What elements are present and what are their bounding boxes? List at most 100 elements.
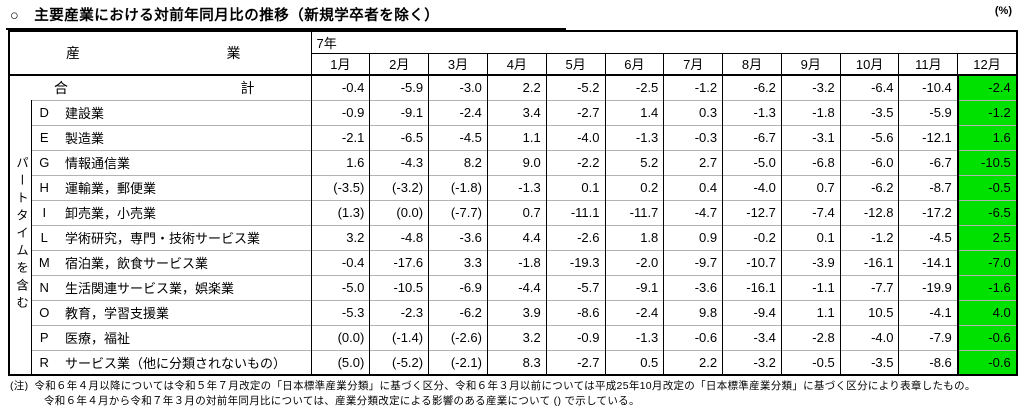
value-P-5月: -0.9 (545, 324, 605, 350)
value-N-2月: -10.5 (369, 274, 429, 300)
month-header-4月: 4月 (486, 53, 547, 75)
value-L-12月: 2.5 (956, 224, 1017, 250)
value-R-3月: (-2.1) (428, 349, 488, 375)
header-row-year: 産 業 7年 (9, 31, 1017, 61)
industry-code-G: G (30, 149, 57, 175)
value-N-3月: -6.9 (428, 274, 488, 300)
value-I-12月: -6.5 (956, 199, 1017, 225)
unit-label: (%) (994, 5, 1012, 17)
value-N-10月: -7.7 (839, 274, 899, 300)
value-M-7月: -9.7 (663, 249, 723, 275)
value-G-8月: -5.0 (722, 149, 782, 175)
value-L-3月: -3.6 (428, 224, 488, 250)
value-I-2月: (0.0) (369, 199, 429, 225)
industry-row-D: パートタイムを含む D 建設業 -0.9 -9.1 -2.4 3.4 -2.7 1.4 0.3 -1… (9, 99, 1017, 313)
value-N-1月: -5.0 (310, 274, 370, 300)
industry-name-I: 卸売業，小売業 (57, 199, 312, 225)
value-H-6月: 0.2 (604, 174, 664, 200)
value-D-10月: -3.5 (839, 99, 899, 125)
total-label-right: 計 (240, 79, 255, 96)
value-E-4月: 1.1 (486, 124, 547, 150)
value-H-4月: -1.3 (486, 174, 547, 200)
value-O-6月: -2.4 (604, 299, 664, 325)
value-G-1月: 1.6 (310, 149, 370, 175)
value-P-4月: 3.2 (486, 324, 547, 350)
title-underline: ○ 主要産業における対前年同月比の推移（新規学卒者を除く） (6, 2, 566, 30)
value-H-8月: -4.0 (722, 174, 782, 200)
header-row-months: 1月 2月 3月 4月 5月 6月 7月 8月 9月 10月 11月 12月 (9, 53, 1017, 75)
footnotes: (注) 令和６年４月以降については令和５年７月改定の「日本標準産業分類」に基づく区… (10, 379, 976, 409)
value-O-12月: 4.0 (956, 299, 1017, 325)
value-M-11月: -14.1 (898, 249, 958, 275)
value-O-8月: -9.4 (722, 299, 782, 325)
value-L-5月: -2.6 (545, 224, 605, 250)
value-R-7月: 2.2 (663, 349, 723, 375)
value-G-7月: 2.7 (663, 149, 723, 175)
value-D-6月: 1.4 (604, 99, 664, 125)
value-I-1月: (1.3) (310, 199, 370, 225)
value-D-12月: -1.2 (956, 99, 1017, 125)
value-L-9月: 0.1 (780, 224, 841, 250)
total-value-10月: -6.4 (839, 74, 899, 100)
industry-code-P: P (30, 324, 57, 350)
month-header-11月: 11月 (898, 53, 958, 75)
value-P-6月: -1.3 (604, 324, 664, 350)
value-P-9月: -2.8 (780, 324, 841, 350)
value-D-9月: -1.8 (780, 99, 841, 125)
total-value-11月: -10.4 (898, 74, 958, 100)
value-P-7月: -0.6 (663, 324, 723, 350)
industry-row-M: M 宿泊業，飲食サービス業 -0.4 -17.6 3.3 -1.8 -19.3 -2.0 -9.… (9, 249, 1017, 275)
month-header-1月: 1月 (310, 53, 370, 75)
value-R-8月: -3.2 (722, 349, 782, 375)
industry-code-N: N (30, 274, 57, 300)
total-value-5月: -5.2 (545, 74, 605, 100)
month-header-5月: 5月 (545, 53, 605, 75)
industry-name-P: 医療，福祉 (57, 324, 312, 350)
footnote-line-2: 令和６年４月から令和７年３月の対前年同月比については、産業分類改定による影響のあ… (44, 395, 640, 407)
total-value-6月: -2.5 (604, 74, 664, 100)
value-E-5月: -4.0 (545, 124, 605, 150)
total-value-12月: -2.4 (956, 74, 1017, 100)
value-G-4月: 9.0 (486, 149, 547, 175)
value-G-11月: -6.7 (898, 149, 958, 175)
value-P-10月: -4.0 (839, 324, 899, 350)
value-M-5月: -19.3 (545, 249, 605, 275)
value-D-3月: -2.4 (428, 99, 488, 125)
value-L-8月: -0.2 (722, 224, 782, 250)
total-row: 合 計 -0.4 -5.9 -3.0 2.2 -5.2 -2.5 -1.2 -6.2 -3.2-… (9, 74, 1017, 100)
value-E-1月: -2.1 (310, 124, 370, 150)
value-G-6月: 5.2 (604, 149, 664, 175)
value-H-7月: 0.4 (663, 174, 723, 200)
value-P-1月: (0.0) (310, 324, 370, 350)
value-M-1月: -0.4 (310, 249, 370, 275)
value-N-9月: -1.1 (780, 274, 841, 300)
value-R-12月: -0.6 (956, 349, 1017, 375)
month-header-3月: 3月 (428, 53, 488, 75)
value-E-11月: -12.1 (898, 124, 958, 150)
value-M-2月: -17.6 (369, 249, 429, 275)
value-E-12月: 1.6 (956, 124, 1017, 150)
value-N-6月: -9.1 (604, 274, 664, 300)
month-header-9月: 9月 (780, 53, 841, 75)
industry-code-R: R (30, 349, 57, 375)
value-O-9月: 1.1 (780, 299, 841, 325)
industry-name-H: 運輸業，郵便業 (57, 174, 312, 200)
industry-code-O: O (30, 299, 57, 325)
industry-name-O: 教育，学習支援業 (57, 299, 312, 325)
value-I-11月: -17.2 (898, 199, 958, 225)
value-P-8月: -3.4 (722, 324, 782, 350)
month-header-6月: 6月 (604, 53, 664, 75)
industry-row-I: I 卸売業，小売業 (1.3) (0.0) (-7.7) 0.7 -11.1 -11.7 -4.… (9, 199, 1017, 225)
value-O-7月: 9.8 (663, 299, 723, 325)
value-L-11月: -4.5 (898, 224, 958, 250)
industry-row-H: H 運輸業，郵便業 (-3.5) (-3.2) (-1.8) -1.3 0.1 0.2 0.4-… (9, 174, 1017, 200)
industry-name-D: 建設業 (57, 99, 312, 125)
value-E-10月: -5.6 (839, 124, 899, 150)
value-P-3月: (-2.6) (428, 324, 488, 350)
total-value-2月: -5.9 (369, 74, 429, 100)
value-P-2月: (-1.4) (369, 324, 429, 350)
value-M-8月: -10.7 (722, 249, 782, 275)
industry-name-G: 情報通信業 (57, 149, 312, 175)
industry-code-L: L (30, 224, 57, 250)
